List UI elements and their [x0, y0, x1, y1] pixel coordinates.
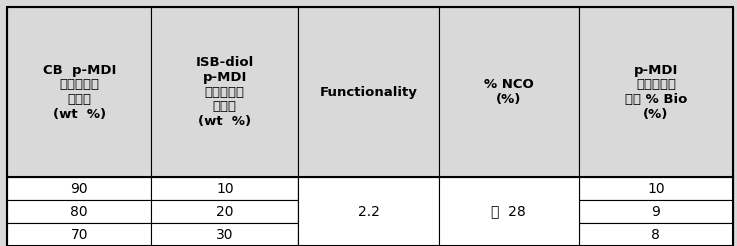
Text: % NCO: % NCO [483, 78, 534, 91]
Text: 2.2: 2.2 [357, 205, 380, 218]
Bar [439, 177, 579, 200]
Text: (wt  %): (wt %) [198, 115, 251, 128]
Text: 20: 20 [216, 205, 234, 218]
Text: ISB-diol: ISB-diol [195, 56, 254, 69]
Text: 예상 % Bio: 예상 % Bio [625, 93, 687, 106]
Bar [579, 223, 733, 246]
Text: 사용량: 사용량 [67, 93, 91, 106]
Bar [298, 177, 439, 200]
Bar [7, 7, 151, 177]
Text: 프리폴리머: 프리폴리머 [636, 78, 676, 91]
Bar [439, 7, 579, 177]
Bar [7, 200, 151, 223]
Bar [151, 200, 298, 223]
Bar [151, 177, 298, 200]
Bar [439, 223, 579, 246]
Text: 약  28: 약 28 [491, 205, 526, 218]
Bar [579, 177, 733, 200]
Bar [298, 177, 439, 246]
Text: 9: 9 [652, 205, 660, 218]
Text: 80: 80 [71, 205, 88, 218]
Text: Functionality: Functionality [320, 86, 417, 99]
Text: 90: 90 [71, 182, 88, 196]
Bar [7, 177, 151, 200]
Bar [579, 200, 733, 223]
Text: (wt  %): (wt %) [52, 108, 106, 121]
Bar [151, 223, 298, 246]
Text: CB  p-MDI: CB p-MDI [43, 64, 116, 77]
Text: 30: 30 [216, 228, 234, 242]
Text: p-MDI: p-MDI [634, 64, 678, 77]
Bar [298, 200, 439, 223]
Text: 10: 10 [216, 182, 234, 196]
Bar [151, 7, 298, 177]
Text: (%): (%) [496, 93, 521, 106]
Bar [439, 177, 579, 246]
Text: 프리폴리머: 프리폴리머 [59, 78, 99, 91]
Bar [298, 223, 439, 246]
Text: 70: 70 [71, 228, 88, 242]
Text: 사용량: 사용량 [213, 100, 237, 113]
Text: (%): (%) [643, 108, 668, 121]
Bar [439, 200, 579, 223]
Bar [579, 7, 733, 177]
Text: 8: 8 [652, 228, 660, 242]
Text: 프리폴리머: 프리폴리머 [205, 86, 245, 99]
Text: p-MDI: p-MDI [203, 71, 247, 84]
Text: 10: 10 [647, 182, 665, 196]
Bar [7, 223, 151, 246]
Bar [298, 7, 439, 177]
